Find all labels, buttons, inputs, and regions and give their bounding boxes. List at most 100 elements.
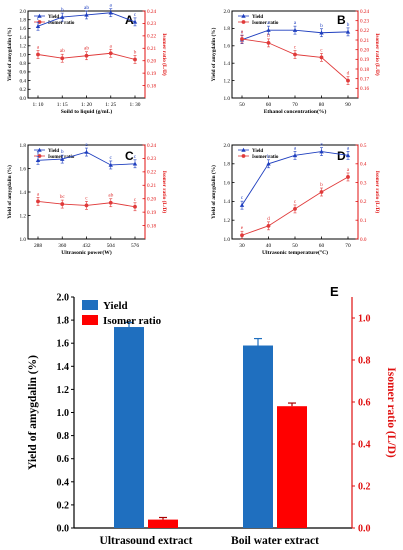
right-tick-label: 0.18 [147, 83, 156, 89]
isomer-point [346, 78, 350, 83]
legend-isomer-label: Isomer ratio [103, 315, 162, 327]
right-tick-label: 0.17 [360, 76, 369, 82]
y-axis-title: Yield of amygdalin (%) [6, 27, 13, 81]
left-tick-label: 0.0 [57, 524, 70, 535]
left-tick-label: 1.6 [20, 166, 27, 172]
left-tick-label: 1.0 [20, 52, 27, 58]
yield-point [345, 153, 351, 158]
panel-A: 0.0 0.2 0.4 0.6 0.8 1.0 1.2 1.4 1.6 1.8 2.0 0.18 0.1… [6, 3, 168, 115]
x-tick-label: 70 [292, 102, 298, 108]
isomer-point [36, 52, 40, 57]
yield-point [319, 30, 324, 35]
x-axis-title: Ethanol concentration(%) [264, 108, 327, 115]
y-axis-title: Yield of amygdalin (%) [210, 27, 217, 81]
y2-axis-title: Isomer ratio (L/D) [385, 367, 397, 458]
category-label: Ultrasound extract [100, 535, 193, 547]
yield-bar [243, 345, 273, 528]
legend-yield-marker [241, 147, 246, 152]
significance-letter: c [320, 47, 323, 53]
right-tick-label: 0.21 [147, 46, 156, 52]
left-tick-label: 1.6 [224, 44, 231, 50]
left-tick-label: 1.2 [20, 44, 27, 50]
x-axis-title: Ultrasonic temperature(°C) [262, 249, 328, 256]
yield-point [108, 162, 113, 167]
x-tick-label: 60 [266, 102, 272, 108]
isomer-point [346, 175, 350, 179]
significance-letter: c [241, 30, 244, 36]
left-tick-label: 0.4 [57, 477, 70, 488]
significance-letter: d [347, 71, 350, 77]
significance-letter: b [320, 23, 323, 29]
significance-letter: a [85, 142, 88, 148]
panel-letter: C [125, 149, 134, 163]
legend-isomer-label: Isomer ratio [252, 21, 279, 26]
significance-letter: c [110, 155, 113, 161]
isomer-point [108, 51, 113, 56]
legend-yield-marker [37, 147, 42, 152]
yield-point [35, 158, 41, 163]
isomer-point [133, 57, 137, 62]
left-tick-label: 1.4 [20, 35, 27, 41]
left-tick-label: 0.0 [20, 96, 27, 102]
x-tick-label: 1: 30 [130, 102, 141, 108]
yield-point [84, 149, 89, 154]
right-tick-label: 0.4 [358, 440, 371, 451]
legend-isomer-marker [241, 20, 246, 24]
significance-letter: d [267, 216, 270, 222]
panel-C: 1.0 1.2 1.4 1.6 1.8 0.18 0.19 0.20 0.21 0.22 0.23 0… [6, 142, 168, 256]
significance-letter: b [347, 22, 350, 28]
significance-letter: c [37, 16, 40, 22]
isomer-point [266, 41, 271, 45]
significance-letter: c [134, 12, 137, 18]
right-tick-label: 0.23 [147, 21, 156, 27]
right-tick-label: 0.22 [360, 28, 369, 34]
significance-letter: a [241, 29, 244, 35]
x-tick-label: 288 [34, 243, 42, 249]
isomer-point [108, 200, 113, 205]
legend-isomer-label: Isomer ratio [48, 155, 75, 160]
significance-letter: ab [84, 46, 89, 52]
legend-yield-marker [241, 13, 246, 18]
y-axis-title: Yield of amygdalin (%) [210, 165, 217, 219]
x-tick-label: 60 [319, 243, 325, 249]
significance-letter: c [134, 154, 137, 160]
isomer-point [319, 55, 324, 60]
yield-point [60, 14, 65, 19]
panel-B: 1.0 1.2 1.4 1.6 1.8 2.0 0.16 0.17 0.18 0.19 0.20 0.… [210, 9, 381, 115]
left-tick-label: 1.2 [224, 78, 231, 84]
left-tick-label: 1.4 [224, 61, 231, 67]
left-tick-label: 1.6 [20, 26, 27, 32]
left-tick-label: 0.8 [57, 431, 70, 442]
right-tick-label: 0.18 [360, 67, 369, 73]
yield-point [132, 161, 138, 166]
yield-point [35, 24, 41, 28]
significance-letter: b [267, 33, 270, 39]
significance-letter: c [294, 45, 297, 51]
isomer-point [60, 56, 65, 61]
yield-point [266, 161, 271, 166]
x-tick-label: 504 [107, 243, 115, 249]
legend-yield-marker [37, 13, 42, 18]
yield-bar [114, 327, 144, 528]
left-tick-label: 0.2 [20, 87, 27, 93]
left-tick-label: 1.8 [20, 18, 27, 24]
left-tick-label: 2.0 [20, 9, 27, 15]
left-tick-label: 1.4 [20, 190, 27, 196]
right-tick-label: 0.8 [358, 356, 371, 367]
left-tick-label: 1.4 [57, 362, 70, 373]
right-tick-label: 0.1 [360, 218, 367, 224]
significance-letter: a [347, 167, 350, 173]
isomer-point [240, 37, 244, 41]
right-tick-label: 0.18 [147, 223, 156, 229]
x-tick-label: 1: 10 [33, 102, 44, 108]
left-tick-label: 0.2 [57, 500, 70, 511]
legend-yield-label: Yield [48, 149, 59, 154]
legend-yield-label: Yield [252, 15, 263, 20]
right-tick-label: 0.22 [147, 34, 156, 40]
legend-yield-label: Yield [252, 149, 263, 154]
yield-point [239, 202, 245, 207]
left-tick-label: 1.2 [57, 385, 70, 396]
significance-letter: b [320, 182, 323, 188]
x-tick-label: 432 [82, 243, 90, 249]
